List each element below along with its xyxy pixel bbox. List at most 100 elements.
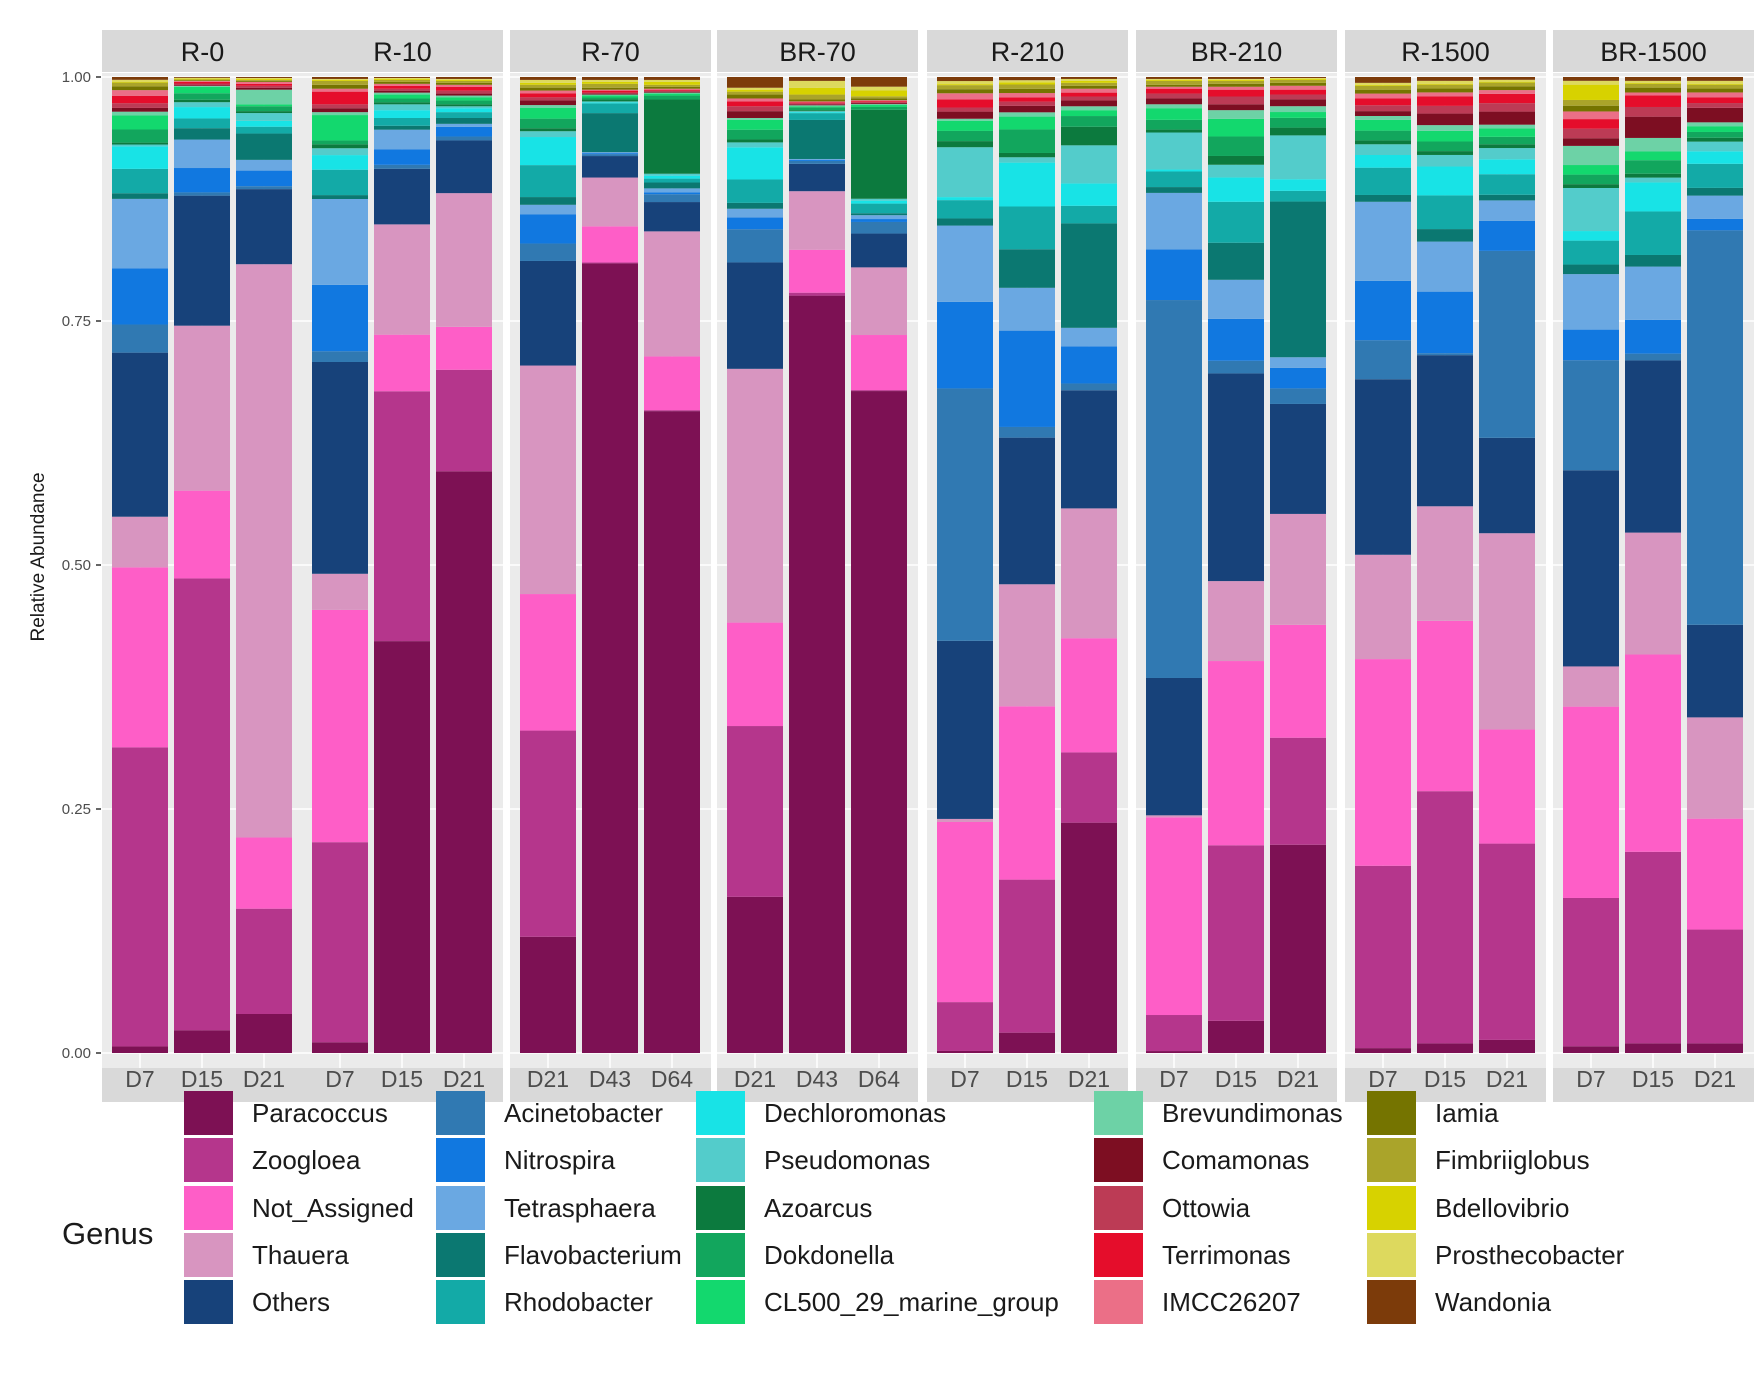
legend-swatch (1094, 1186, 1143, 1230)
bar-segment-zoogloea (937, 1002, 993, 1051)
bar-segment-bdellovibrio (1687, 83, 1743, 85)
bar-segment-others (1625, 360, 1681, 533)
bar-segment-terrimonas (1270, 89, 1326, 95)
bar-segment-acinetobacter (236, 186, 292, 190)
bar-segment-cl500-29-marine-group (582, 95, 638, 98)
x-label-strip (1136, 1068, 1337, 1102)
bar-segment-prosthecobacter (1270, 77, 1326, 79)
bar-segment-paracoccus (436, 471, 492, 1054)
legend-item-terrimonas: Terrimonas (1094, 1233, 1291, 1277)
bar-segment-nitrospira (937, 301, 993, 389)
bar-segment-pseudomonas (1208, 164, 1264, 178)
legend-swatch (436, 1233, 485, 1277)
bar-segment-tetrasphaera (236, 159, 292, 171)
bar-segment-zoogloea (727, 726, 783, 897)
bar-segment-flavobacterium (789, 119, 845, 159)
bar-segment-comamonas (789, 104, 845, 106)
bar-segment-nitrospira (582, 153, 638, 155)
bar-segment-bdellovibrio (174, 78, 230, 80)
bar-segment-acinetobacter (312, 351, 368, 362)
bar-segment-wandonia (1687, 77, 1743, 81)
bar-segment-flavobacterium (1270, 201, 1326, 358)
bar-segment-bdellovibrio (582, 81, 638, 84)
bar-segment-nitrospira (1146, 249, 1202, 301)
bar-segment-dechloromonas (727, 147, 783, 180)
bar-segment-imcc26207 (520, 90, 576, 94)
bar-segment-prosthecobacter (1208, 78, 1264, 80)
bar-segment-dechloromonas (1479, 159, 1535, 175)
x-label-strip (717, 1068, 918, 1102)
legend-label: Tetrasphaera (504, 1193, 656, 1223)
bar-segment-dechloromonas (236, 120, 292, 127)
bar-segment-tetrasphaera (1270, 357, 1326, 368)
bar-segment-fimbriiglobus (789, 94, 845, 100)
bar-segment-acinetobacter (1563, 360, 1619, 471)
legend-label: Rhodobacter (504, 1287, 653, 1317)
bar-segment-bdellovibrio (1563, 84, 1619, 100)
bar-segment-others (1355, 379, 1411, 555)
bar-segment-brevundimonas (1208, 110, 1264, 119)
bar-segment-iamia (727, 94, 783, 99)
bar-segment-rhodobacter (789, 113, 845, 120)
legend-item-thauera: Thauera (184, 1233, 349, 1277)
bar-segment-rhodobacter (1208, 201, 1264, 243)
panel-br-1500: BR-1500 D7 D15 D21 (1553, 30, 1754, 1102)
bar-segment-brevundimonas (727, 117, 783, 120)
bar-segment-dokdonella (851, 106, 907, 110)
bar-segment-others (789, 163, 845, 192)
bar-segment-thauera (1270, 513, 1326, 625)
bar-segment-acinetobacter (1208, 360, 1264, 374)
bar-segment-dechloromonas (1417, 166, 1473, 196)
y-axis-label: Relative Abundance (28, 472, 49, 641)
bar-segment-terrimonas (582, 90, 638, 93)
bar-segment-ottowia (582, 92, 638, 94)
bar-segment-wandonia (1625, 77, 1681, 81)
bar-segment-rhodobacter (1479, 174, 1535, 195)
bar-segment-acinetobacter (644, 194, 700, 203)
bar-segment-prosthecobacter (1625, 80, 1681, 83)
bar-segment-dechloromonas (1625, 182, 1681, 212)
bar-segment-rhodobacter (112, 168, 168, 194)
bar-segment-pseudomonas (1479, 148, 1535, 160)
bar-segment-iamia (1687, 88, 1743, 93)
bar-segment-not-assigned (1208, 661, 1264, 846)
bar-segment-terrimonas (374, 85, 430, 89)
x-tick-label: D21 (1694, 1066, 1736, 1092)
bar-segment-iamia (582, 87, 638, 90)
bar-segment-cl500-29-marine-group (312, 115, 368, 141)
bar-segment-prosthecobacter (1417, 80, 1473, 84)
bar-segment-others (374, 168, 430, 225)
bar-segment-fimbriiglobus (999, 84, 1055, 89)
bar-segment-paracoccus (1479, 1039, 1535, 1053)
bar-segment-dechloromonas (1146, 169, 1202, 172)
bar-segment-cl500-29-marine-group (1563, 165, 1619, 175)
bar-segment-azoarcus (1208, 155, 1264, 165)
bar-segment-paracoccus (644, 411, 700, 1054)
bar-segment-paracoccus (727, 896, 783, 1053)
bar-segment-dechloromonas (1061, 183, 1117, 206)
legend-item-prosthecobacter: Prosthecobacter (1367, 1233, 1625, 1277)
bar-segment-rhodobacter (1687, 163, 1743, 188)
bar-segment-ottowia (436, 90, 492, 94)
bar-segment-wandonia (1355, 77, 1411, 83)
bar-r-1500-d15 (1417, 77, 1473, 1053)
bar-segment-imcc26207 (436, 84, 492, 87)
bar-segment-dokdonella (999, 129, 1055, 153)
bar-segment-fimbriiglobus (312, 80, 368, 85)
bar-segment-pseudomonas (174, 102, 230, 108)
bar-segment-comamonas (1146, 98, 1202, 105)
legend-label: IMCC26207 (1162, 1287, 1301, 1317)
panel-r-70: R-70 D21 D43 D64 (510, 30, 711, 1102)
x-tick-label: D21 (1486, 1066, 1528, 1092)
bar-segment-pseudomonas (1687, 141, 1743, 152)
x-label-strip (510, 1068, 711, 1102)
bar-segment-acinetobacter (851, 221, 907, 234)
bar-segment-bdellovibrio (1625, 82, 1681, 84)
bar-r-0-d15 (174, 77, 230, 1053)
bar-segment-comamonas (851, 103, 907, 105)
bar-segment-acinetobacter (1479, 250, 1535, 438)
bar-segment-others (582, 156, 638, 178)
bar-segment-acinetobacter (374, 164, 430, 169)
bar-br-1500-d7 (1563, 77, 1619, 1053)
bar-segment-paracoccus (1417, 1043, 1473, 1053)
